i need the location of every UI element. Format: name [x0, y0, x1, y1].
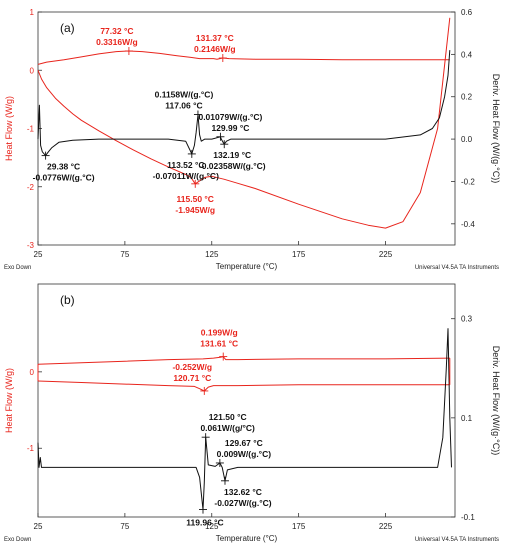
x-tick-label: 225	[379, 250, 393, 259]
peak-annotation: 0.2146W/g	[194, 44, 236, 54]
peak-annotation: 132.62 °C	[224, 487, 262, 497]
peak-annotation: -0.0776W/(g.°C)	[33, 173, 95, 183]
peak-annotation: 121.50 °C	[209, 412, 247, 422]
x-tick-label: 75	[120, 250, 129, 259]
peak-annotation: -0.02358W/(g.°C)	[199, 161, 266, 171]
x-tick-label: 25	[34, 522, 43, 531]
peak-annotation: 129.67 °C	[225, 438, 263, 448]
deriv-heat-flow-curve	[37, 328, 452, 511]
peak-annotation: 0.061W/(g/°C)	[200, 423, 255, 433]
y-right-tick-label: -0.2	[461, 177, 475, 186]
y-left-tick-label: 0	[30, 368, 35, 377]
y-left-tick-label: -2	[27, 183, 35, 192]
y-right-tick-label: 0.0	[461, 135, 473, 144]
y-right-tick-label: 0.1	[461, 414, 473, 423]
peak-annotation: 0.3316W/g	[96, 37, 138, 47]
y-right-tick-label: 0.3	[461, 315, 473, 324]
panel-label: (b)	[60, 293, 75, 307]
x-tick-label: 25	[34, 250, 43, 259]
peak-annotation: -0.027W/(g.°C)	[214, 498, 271, 508]
deriv-heat-flow-curve	[37, 50, 451, 157]
panel-label: (a)	[60, 21, 75, 35]
y-right-tick-label: 0.2	[461, 93, 473, 102]
y-left-axis-label: Heat Flow (W/g)	[4, 368, 14, 433]
x-axis-label: Temperature (°C)	[216, 534, 278, 543]
heat-flow-curve	[37, 356, 450, 365]
y-right-tick-label: 0.6	[461, 8, 473, 17]
y-right-tick-label: -0.1	[461, 513, 475, 522]
x-tick-label: 175	[292, 250, 306, 259]
peak-annotation: -1.945W/g	[175, 205, 215, 215]
peak-annotation: 131.37 °C	[196, 33, 234, 43]
x-tick-label: 125	[205, 250, 219, 259]
x-tick-label: 75	[120, 522, 129, 531]
plot-frame	[37, 283, 456, 518]
y-left-tick-label: -1	[27, 125, 35, 134]
peak-annotation: 120.71 °C	[173, 373, 211, 383]
heat-flow-curve	[37, 50, 450, 65]
x-tick-label: 225	[379, 522, 393, 531]
peak-annotation: 115.50 °C	[177, 194, 214, 204]
x-tick-label: 125	[205, 522, 219, 531]
y-left-tick-label: -1	[27, 444, 35, 453]
y-right-axis-label: Deriv. Heat Flow (W/(g·°C))	[491, 74, 501, 183]
y-left-tick-label: -3	[27, 241, 35, 250]
instrument-note: Universal V4.5A TA Instruments	[415, 265, 499, 271]
peak-annotation: -0.252W/g	[172, 362, 212, 372]
peak-annotation: 117.06 °C	[165, 101, 202, 111]
y-right-axis-label: Deriv. Heat Flow (W/(g·°C))	[491, 346, 501, 455]
peak-annotation: -0.07011W/(g.°C)	[153, 171, 219, 181]
peak-annotation: 0.009W/(g.°C)	[217, 449, 272, 459]
peak-annotation: 129.99 °C	[211, 123, 249, 133]
peak-annotation: 77.32 °C	[100, 26, 133, 36]
heat-flow-curve	[37, 380, 450, 392]
peak-annotation: 132.19 °C	[213, 150, 251, 160]
y-left-tick-label: 0	[30, 66, 35, 75]
peak-annotation: 0.199W/g	[201, 328, 238, 338]
x-axis-label: Temperature (°C)	[216, 262, 278, 271]
x-tick-label: 175	[292, 522, 306, 531]
chart-panel-b: 25 75 125 175 225 -1 0 -0.1 0.1 0.3 Heat Flow (W/g…	[4, 283, 501, 543]
y-left-axis-label: Heat Flow (W/g)	[4, 96, 14, 161]
exo-down-note: Exo Down	[4, 537, 31, 543]
exo-down-note: Exo Down	[4, 265, 31, 271]
peak-annotation: 113.52 °C	[167, 160, 204, 170]
y-left-tick-label: 1	[30, 8, 35, 17]
y-right-tick-label: -0.4	[461, 220, 475, 229]
chart-panel-a: 25 75 125 175 225 -3 -2 -1 0 1 -0.4 -0.2 0.0 0.2 0.4 0.…	[4, 8, 501, 271]
peak-annotation: 0.01079W/(g.°C)	[198, 112, 262, 122]
peak-annotation: 131.61 °C	[200, 339, 238, 349]
peak-annotation: 119.96 °C	[186, 518, 223, 528]
peak-annotation: 0.1158W/(g.°C)	[155, 90, 214, 100]
instrument-note: Universal V4.5A TA Instruments	[415, 537, 499, 543]
y-right-tick-label: 0.4	[461, 50, 473, 59]
peak-annotation: 29.38 °C	[47, 162, 80, 172]
